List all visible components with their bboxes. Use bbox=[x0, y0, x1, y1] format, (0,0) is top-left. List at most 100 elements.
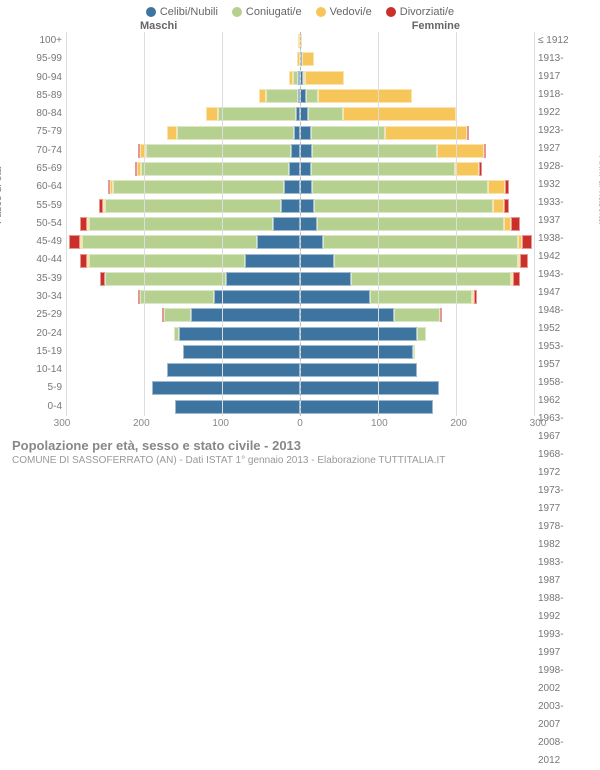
bar-row-female bbox=[300, 142, 534, 160]
age-label: 50-54 bbox=[20, 215, 62, 233]
x-tick: 200 bbox=[133, 418, 150, 429]
x-tick: 300 bbox=[530, 418, 547, 429]
bar-row-female bbox=[300, 361, 534, 379]
birth-label: 1968-1972 bbox=[538, 446, 580, 482]
center-axis bbox=[300, 32, 301, 416]
bar-row-female bbox=[300, 233, 534, 251]
bar-segment bbox=[300, 254, 334, 268]
birth-labels: ≤ 19121913-19171918-19221923-19271928-19… bbox=[534, 32, 580, 416]
age-label: 60-64 bbox=[20, 178, 62, 196]
bar-segment bbox=[146, 144, 290, 158]
bar-row-female bbox=[300, 215, 534, 233]
bar-row-male bbox=[66, 343, 300, 361]
bar-segment bbox=[314, 199, 493, 213]
bar-row-male bbox=[66, 69, 300, 87]
bar-segment bbox=[105, 199, 281, 213]
bar-row-male bbox=[66, 160, 300, 178]
legend: Celibi/NubiliConiugati/eVedovi/eDivorzia… bbox=[0, 0, 600, 20]
birth-label: 2008-2012 bbox=[538, 734, 580, 770]
bar-row-male bbox=[66, 87, 300, 105]
bar-segment bbox=[305, 71, 344, 85]
age-label: 30-34 bbox=[20, 288, 62, 306]
legend-swatch bbox=[386, 7, 396, 17]
age-label: 100+ bbox=[20, 32, 62, 50]
bar-segment bbox=[206, 107, 218, 121]
bar-segment bbox=[474, 290, 477, 304]
birth-label: 1928-1932 bbox=[538, 158, 580, 194]
bar-row-male bbox=[66, 215, 300, 233]
bar-segment bbox=[522, 235, 531, 249]
age-label: 55-59 bbox=[20, 197, 62, 215]
bar-segment bbox=[312, 180, 488, 194]
bar-segment bbox=[284, 180, 300, 194]
bar-segment bbox=[479, 162, 482, 176]
bar-segment bbox=[513, 272, 519, 286]
birth-label: 1973-1977 bbox=[538, 482, 580, 518]
bar-segment bbox=[140, 290, 214, 304]
bar-segment bbox=[82, 235, 258, 249]
bar-row-male bbox=[66, 398, 300, 416]
bar-row-male bbox=[66, 361, 300, 379]
birth-label: 1938-1942 bbox=[538, 230, 580, 266]
legend-swatch bbox=[316, 7, 326, 17]
bar-segment bbox=[214, 290, 300, 304]
bar-segment bbox=[334, 254, 517, 268]
bar-segment bbox=[259, 89, 267, 103]
legend-label: Celibi/Nubili bbox=[160, 6, 218, 18]
age-label: 25-29 bbox=[20, 306, 62, 324]
birth-label: 1978-1982 bbox=[538, 518, 580, 554]
gender-labels: Maschi Femmine bbox=[0, 20, 600, 32]
birth-label: 1998-2002 bbox=[538, 662, 580, 698]
bar-segment bbox=[164, 308, 191, 322]
legend-swatch bbox=[232, 7, 242, 17]
bar-segment bbox=[257, 235, 300, 249]
bar-row-male bbox=[66, 325, 300, 343]
bar-segment bbox=[308, 107, 343, 121]
bar-segment bbox=[504, 199, 509, 213]
age-labels: 100+95-9990-9485-8980-8475-7970-7465-696… bbox=[20, 32, 66, 416]
bar-segment bbox=[300, 363, 417, 377]
bar-segment bbox=[218, 107, 296, 121]
x-axis: 3002001000100200300 bbox=[62, 418, 538, 432]
bar-segment bbox=[351, 272, 511, 286]
bar-row-female bbox=[300, 379, 534, 397]
bar-segment bbox=[440, 308, 442, 322]
bar-segment bbox=[300, 126, 311, 140]
bar-segment bbox=[89, 217, 272, 231]
bar-row-male bbox=[66, 288, 300, 306]
age-label: 95-99 bbox=[20, 50, 62, 68]
age-label: 20-24 bbox=[20, 325, 62, 343]
legend-item: Coniugati/e bbox=[232, 6, 302, 18]
bar-segment bbox=[505, 180, 509, 194]
bar-segment bbox=[488, 180, 505, 194]
birth-label: ≤ 1912 bbox=[538, 32, 580, 50]
legend-swatch bbox=[146, 7, 156, 17]
birth-label: 1993-1997 bbox=[538, 626, 580, 662]
birth-label: 1923-1927 bbox=[538, 122, 580, 158]
y-axis-right-label: Anni di nascita bbox=[596, 156, 600, 224]
bar-segment bbox=[175, 400, 300, 414]
age-label: 0-4 bbox=[20, 398, 62, 416]
bar-row-male bbox=[66, 233, 300, 251]
legend-item: Divorziati/e bbox=[386, 6, 454, 18]
bar-segment bbox=[300, 199, 314, 213]
x-tick: 100 bbox=[371, 418, 388, 429]
x-tick: 0 bbox=[297, 418, 303, 429]
bar-segment bbox=[179, 327, 300, 341]
age-label: 35-39 bbox=[20, 270, 62, 288]
bar-segment bbox=[183, 345, 300, 359]
bar-segment bbox=[511, 217, 520, 231]
bar-row-female bbox=[300, 197, 534, 215]
bar-segment bbox=[289, 162, 300, 176]
bar-segment bbox=[317, 217, 504, 231]
bar-segment bbox=[323, 235, 518, 249]
bar-segment bbox=[417, 327, 426, 341]
bar-segment bbox=[113, 180, 285, 194]
bar-segment bbox=[300, 290, 370, 304]
bar-segment bbox=[300, 235, 323, 249]
bar-row-male bbox=[66, 50, 300, 68]
male-label: Maschi bbox=[140, 20, 177, 32]
x-tick: 100 bbox=[212, 418, 229, 429]
bar-row-male bbox=[66, 270, 300, 288]
x-tick: 300 bbox=[54, 418, 71, 429]
